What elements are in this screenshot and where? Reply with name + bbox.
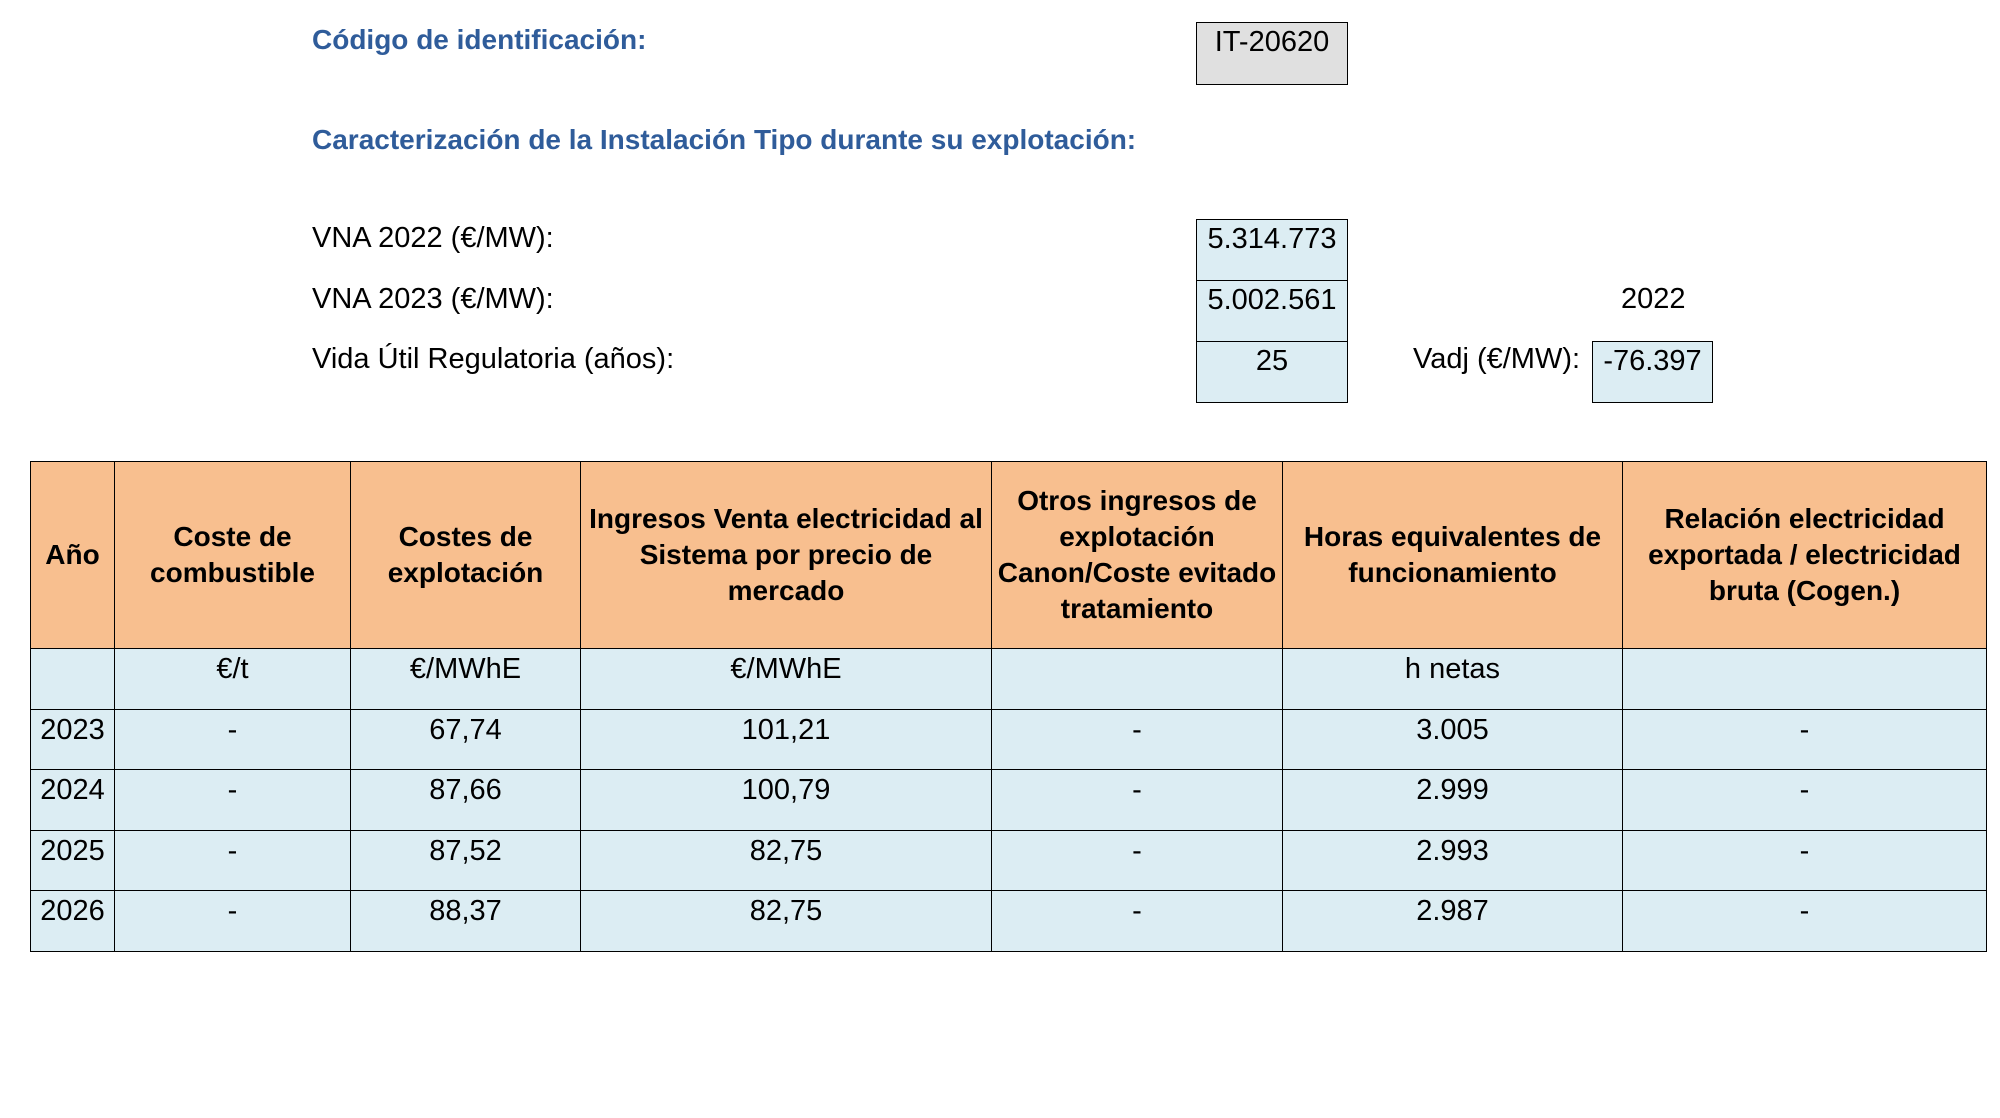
table-cell: 2.999	[1282, 769, 1623, 831]
table-cell: 88,37	[350, 890, 581, 952]
code-value: IT-20620	[1196, 22, 1348, 85]
vida-util-value: 25	[1196, 341, 1348, 403]
unit-cell: €/MWhE	[580, 648, 992, 710]
table-row: 2023 - 67,74 101,21 - 3.005 -	[30, 708, 1987, 771]
code-label: Código de identificación:	[312, 24, 647, 55]
table-cell: 87,52	[350, 829, 581, 892]
table-cell: 2.987	[1282, 890, 1623, 952]
header-row: Año Coste de combustible Costes de explo…	[30, 461, 1987, 649]
table-cell: -	[114, 890, 351, 952]
col-header-horas-equivalentes: Horas equivalentes de funcionamiento	[1282, 461, 1623, 649]
table-cell: 3.005	[1282, 708, 1623, 771]
table-cell: -	[991, 890, 1283, 952]
col-header-costes-explotacion: Costes de explotación	[350, 461, 581, 649]
table-cell: 2.993	[1282, 829, 1623, 892]
vna2023-value: 5.002.561	[1196, 280, 1348, 342]
col-header-relacion-electricidad: Relación electricidad exportada / electr…	[1622, 461, 1987, 649]
table-cell: 82,75	[580, 829, 992, 892]
col-header-ingresos-venta: Ingresos Venta electricidad al Sistema p…	[580, 461, 992, 649]
table-cell: -	[1622, 769, 1987, 831]
col-header-coste-combustible: Coste de combustible	[114, 461, 351, 649]
table-cell: -	[1622, 829, 1987, 892]
unit-cell	[1622, 648, 1987, 710]
unit-cell	[30, 648, 115, 710]
col-header-ano: Año	[30, 461, 115, 649]
vna2022-label: VNA 2022 (€/MW):	[312, 222, 554, 254]
col-header-otros-ingresos: Otros ingresos de explotación Canon/Cost…	[991, 461, 1283, 649]
table-cell: 2024	[30, 769, 115, 831]
vna2023-label: VNA 2023 (€/MW):	[312, 283, 554, 315]
table-cell: -	[114, 708, 351, 771]
vadj-value: -76.397	[1592, 341, 1713, 403]
table-cell: 100,79	[580, 769, 992, 831]
table-cell: 2026	[30, 890, 115, 952]
table-cell: -	[114, 829, 351, 892]
unit-cell	[991, 648, 1283, 710]
table-cell: 2025	[30, 829, 115, 892]
unit-cell: €/t	[114, 648, 351, 710]
table-cell: -	[1622, 890, 1987, 952]
table-cell: 101,21	[580, 708, 992, 771]
table-cell: -	[991, 829, 1283, 892]
vadj-label: Vadj (€/MW):	[1413, 343, 1581, 375]
table-cell: 2023	[30, 708, 115, 771]
table-row: 2024 - 87,66 100,79 - 2.999 -	[30, 769, 1987, 831]
vida-util-label: Vida Útil Regulatoria (años):	[312, 343, 675, 375]
table-cell: 87,66	[350, 769, 581, 831]
table-row: 2025 - 87,52 82,75 - 2.993 -	[30, 829, 1987, 892]
table-cell: -	[1622, 708, 1987, 771]
table-row: 2026 - 88,37 82,75 - 2.987 -	[30, 890, 1987, 952]
table-cell: -	[991, 708, 1283, 771]
section-title: Caracterización de la Instalación Tipo d…	[312, 124, 1137, 155]
table-cell: 82,75	[580, 890, 992, 952]
exploitation-table: Año Coste de combustible Costes de explo…	[30, 461, 1987, 952]
unit-cell: €/MWhE	[350, 648, 581, 710]
unit-cell: h netas	[1282, 648, 1623, 710]
table-cell: -	[991, 769, 1283, 831]
table-cell: 67,74	[350, 708, 581, 771]
reference-year-label: 2022	[1621, 283, 1686, 315]
units-row: €/t €/MWhE €/MWhE h netas	[30, 648, 1987, 710]
vna2022-value: 5.314.773	[1196, 219, 1348, 281]
table-cell: -	[114, 769, 351, 831]
